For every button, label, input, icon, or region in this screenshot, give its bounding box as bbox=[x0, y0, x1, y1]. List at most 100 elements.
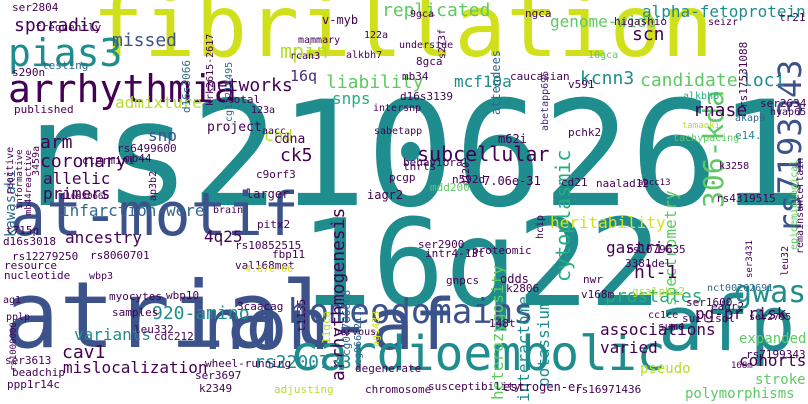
word-pitx2: pitx2 bbox=[257, 218, 291, 231]
word-cg07786668: cg07786668 bbox=[340, 289, 353, 356]
word-cd21: cd21 bbox=[561, 176, 588, 189]
word-ser2795: ser2795 bbox=[749, 312, 792, 323]
word-tnrts: tnrts bbox=[403, 160, 437, 173]
word-wbp10: wbp10 bbox=[166, 289, 200, 302]
word-samples: samples bbox=[112, 306, 159, 319]
word-v168m: v168m bbox=[581, 288, 615, 301]
word-missed: missed bbox=[112, 30, 178, 51]
word-mb34: mb34 bbox=[402, 70, 429, 83]
word-k2349: k2349 bbox=[199, 382, 233, 395]
word-d16s3066b: d16s3066b bbox=[60, 192, 109, 202]
word-infarction-were: infarction-were bbox=[60, 201, 205, 220]
word-16q: 16q bbox=[290, 67, 318, 85]
word-coronary: coronary bbox=[40, 151, 127, 172]
word-mislocalization: mislocalization bbox=[63, 358, 208, 377]
word-tachypacing: tachypacing bbox=[673, 133, 740, 144]
word-cohorts: cohorts bbox=[739, 351, 807, 370]
word-rnase: rnase bbox=[693, 100, 748, 121]
word-behavioral: behavioral bbox=[403, 156, 470, 169]
word-nct00262691: nct00262691 bbox=[707, 283, 774, 294]
word-hcip: hcip bbox=[535, 214, 546, 239]
word-scn: scn bbox=[632, 24, 665, 45]
word-chromosome: chromosome bbox=[365, 383, 432, 396]
word-attendees: attendees bbox=[489, 49, 503, 115]
word-arm: arm bbox=[40, 132, 73, 153]
word-3381del: 3381del bbox=[625, 257, 672, 270]
word-rcan3: rcan3 bbox=[290, 51, 321, 62]
word-rs10852515: rs10852515 bbox=[235, 239, 302, 252]
word-estrogen-er: estrogen-er bbox=[503, 380, 583, 394]
word-atrial: atrial bbox=[4, 262, 337, 369]
word-hl-1: hl-1 bbox=[634, 262, 678, 283]
word-k2806: k2806 bbox=[506, 282, 540, 295]
word-risk: risk bbox=[748, 304, 787, 323]
word-fbp11: fbp11 bbox=[272, 248, 306, 261]
word-rs1000000: rs1000000 bbox=[9, 322, 19, 371]
word-pplp: pplp bbox=[6, 312, 31, 323]
word-t1135: t1135 bbox=[295, 298, 308, 332]
word-homeodomains: homeodomains bbox=[288, 292, 534, 332]
word-loci: loci bbox=[742, 70, 786, 91]
word-liability: liability bbox=[326, 72, 424, 93]
word-122a: 122a bbox=[364, 30, 389, 41]
word-stroke: stroke bbox=[755, 372, 806, 388]
word-sabetapp: sabetapp bbox=[374, 126, 423, 137]
word-expanded: expanded bbox=[739, 331, 807, 347]
word-intersnp: intersnp bbox=[373, 103, 422, 114]
word-e14-5: e14.5 bbox=[735, 129, 769, 142]
word-intr4-13t: intr4-13t bbox=[425, 247, 485, 260]
word-t715p: t715p bbox=[6, 224, 40, 237]
word-total: total bbox=[227, 93, 261, 106]
word-sumo: sumo bbox=[658, 320, 685, 333]
word-naalad12: naalad12 bbox=[596, 177, 649, 190]
word-pseudo: pseudo bbox=[640, 361, 691, 377]
word-prostates: prostates bbox=[605, 286, 703, 307]
word-brain: brain bbox=[213, 205, 244, 216]
word-168m: 168m bbox=[731, 361, 753, 371]
word-mammary: mammary bbox=[298, 35, 341, 46]
word-4q25: 4q25 bbox=[204, 227, 243, 246]
word-beadchip: beadchip bbox=[12, 366, 65, 379]
word-resource: resource bbox=[4, 259, 57, 272]
word-s273f: s273f bbox=[437, 28, 448, 59]
word-ser1600: ser1600 bbox=[686, 296, 733, 309]
word-hyap65: hyap65 bbox=[770, 107, 807, 118]
word-admixture: admixture bbox=[115, 93, 202, 112]
word-ag1: ag1 bbox=[3, 295, 22, 306]
word-3caacag: 3caacag bbox=[237, 300, 284, 313]
word-caucasian: caucasian bbox=[510, 70, 570, 83]
word-larger: larger bbox=[246, 187, 290, 201]
word-degenerate: degenerate bbox=[355, 362, 422, 375]
word-non-af: non-af bbox=[203, 284, 456, 366]
word-ck5: ck5 bbox=[280, 145, 313, 166]
word-d16s3018: d16s3018 bbox=[3, 235, 56, 248]
word-ap3b2: ap3b2 bbox=[148, 170, 159, 201]
word-primers: primers bbox=[43, 184, 111, 203]
word-potassium: potassium bbox=[534, 300, 553, 387]
word-16q22: 16q22 bbox=[300, 195, 662, 334]
word-gwas: gwas bbox=[734, 275, 807, 310]
word-d16s3139: d16s3139 bbox=[400, 90, 453, 103]
word-genome-wide: genome-wide bbox=[550, 12, 656, 31]
word-nwr: nwr bbox=[583, 273, 603, 286]
word-ngca: ngca bbox=[525, 7, 552, 20]
word-ser3697: ser3697 bbox=[195, 369, 242, 382]
word-polymorphisms: polymorphisms bbox=[685, 386, 795, 402]
word-c9orf3: c9orf3 bbox=[256, 168, 296, 181]
word-suilisol: suilisol bbox=[682, 312, 735, 325]
word-rs1079635: rs1079635 bbox=[626, 243, 686, 256]
word-published: published bbox=[14, 103, 74, 116]
word-at-motif: at-motif bbox=[10, 180, 299, 250]
word-remainsuncertain: remainsuncertain bbox=[795, 157, 806, 254]
word-v-myb: v-myb bbox=[322, 13, 359, 27]
word-higashio: higashio bbox=[614, 15, 667, 28]
word-snps: snps bbox=[332, 89, 371, 108]
word-arrhythmia: arrhythmia bbox=[8, 67, 237, 111]
word-nucleotide: nucleotide bbox=[4, 269, 71, 282]
word-ser2804: ser2804 bbox=[12, 1, 59, 14]
word-pcgp: pcgp bbox=[389, 171, 416, 184]
word-chd: chd bbox=[264, 126, 293, 145]
word-abcc13: abcc13 bbox=[638, 178, 671, 188]
word-mdd200: mdd200 bbox=[430, 181, 470, 194]
